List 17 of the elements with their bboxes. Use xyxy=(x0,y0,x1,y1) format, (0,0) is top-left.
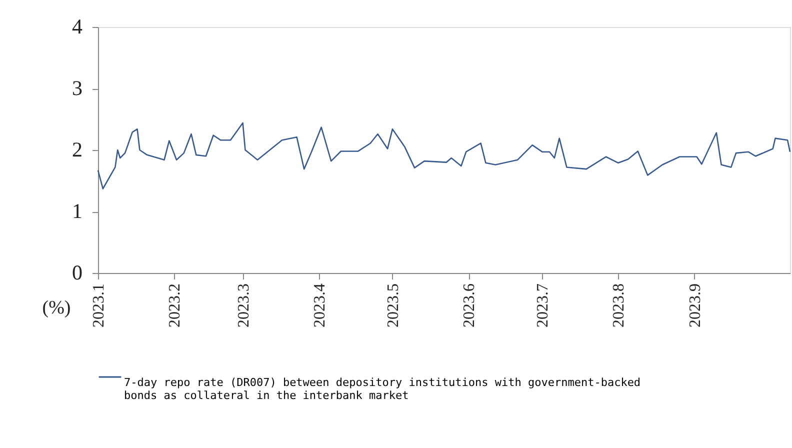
x-tick-label: 2023.1 xyxy=(90,284,108,328)
x-tick-label: 2023.9 xyxy=(686,284,704,328)
x-tick-label: 2023.7 xyxy=(534,284,552,328)
y-tick-label: 4 xyxy=(72,14,83,38)
x-tick-label: 2023.4 xyxy=(311,284,328,328)
legend-label: 7-day repo rate (DR007) between depository institutions with government-backed bonds as collateral in the interbank market xyxy=(124,376,641,402)
y-axis-title: (%) xyxy=(42,298,71,318)
x-tick-label: 2023.5 xyxy=(384,284,402,328)
y-tick-label: 3 xyxy=(72,76,82,100)
x-tick-label: 2023.6 xyxy=(461,284,478,328)
y-tick-label: 2 xyxy=(72,138,82,162)
y-tick-label: 1 xyxy=(72,199,82,223)
line-series xyxy=(97,122,791,190)
x-tick-label: 2023.2 xyxy=(166,284,184,328)
x-tick-label: 2023.3 xyxy=(235,284,252,328)
y-tick-label: 0 xyxy=(72,260,82,284)
x-tick-label: 2023.8 xyxy=(610,284,628,328)
